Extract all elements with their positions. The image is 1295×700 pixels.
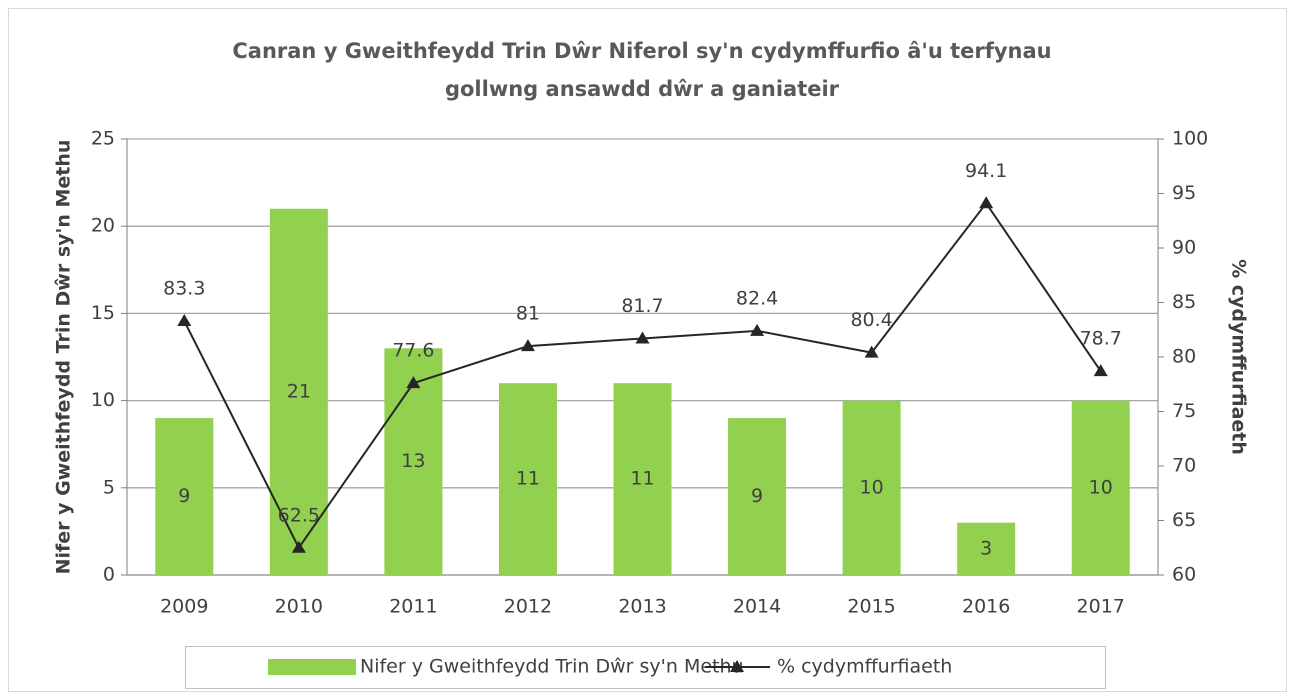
legend-label: % cydymffurfiaeth xyxy=(777,656,952,678)
y-tick-label: 20 xyxy=(91,215,115,237)
marker xyxy=(1093,364,1108,377)
chart-title: gollwng ansawdd dŵr a ganiateir xyxy=(445,77,840,101)
point-value-label: 82.4 xyxy=(736,287,778,309)
x-tick-label: 2009 xyxy=(160,596,208,618)
y-tick-label: 15 xyxy=(91,302,115,324)
x-tick-label: 2015 xyxy=(847,596,895,618)
x-tick-label: 2012 xyxy=(504,596,552,618)
x-tick-label: 2014 xyxy=(733,596,781,618)
y2-tick-label: 90 xyxy=(1172,237,1196,259)
marker xyxy=(520,339,535,352)
bar xyxy=(957,522,1016,575)
bar-value-label: 10 xyxy=(1089,476,1113,498)
y2-tick-label: 85 xyxy=(1172,291,1196,313)
y2-tick-label: 80 xyxy=(1172,346,1196,368)
bar xyxy=(613,383,672,575)
y-tick-label: 0 xyxy=(103,564,115,586)
y2-tick-label: 65 xyxy=(1172,509,1196,531)
x-tick-label: 2010 xyxy=(275,596,323,618)
y2-tick-label: 100 xyxy=(1172,128,1208,150)
point-value-label: 81 xyxy=(516,303,540,325)
y-axis-label: Nifer y Gweithfeydd Trin Dŵr sy'n Methu xyxy=(53,140,75,575)
y-tick-label: 10 xyxy=(91,389,115,411)
legend-box xyxy=(185,646,1106,689)
legend-marker xyxy=(730,660,744,672)
x-tick-label: 2017 xyxy=(1077,596,1125,618)
legend-label: Nifer y Gweithfeydd Trin Dŵr sy'n Methu xyxy=(360,656,744,678)
marker xyxy=(406,376,421,389)
chart-border xyxy=(8,8,1287,692)
bar xyxy=(155,418,214,575)
marker xyxy=(291,540,306,553)
bar-value-label: 9 xyxy=(178,485,190,507)
y2-tick-label: 60 xyxy=(1172,564,1196,586)
marker xyxy=(750,323,765,336)
bar xyxy=(269,208,328,575)
marker xyxy=(979,196,994,209)
marker xyxy=(177,314,192,327)
point-value-label: 83.3 xyxy=(163,278,205,300)
marker xyxy=(635,331,650,344)
x-tick-label: 2011 xyxy=(389,596,437,618)
point-value-label: 77.6 xyxy=(392,340,434,362)
bar-value-label: 3 xyxy=(980,537,992,559)
y2-tick-label: 70 xyxy=(1172,455,1196,477)
legend-swatch xyxy=(268,659,356,675)
point-value-label: 62.5 xyxy=(278,504,320,526)
y2-axis-label: % cydymffurfiaeth xyxy=(1228,259,1250,455)
x-tick-label: 2013 xyxy=(618,596,666,618)
bar-value-label: 9 xyxy=(751,485,763,507)
y2-tick-label: 95 xyxy=(1172,182,1196,204)
bar xyxy=(728,418,787,575)
bar xyxy=(1071,400,1130,575)
bar-value-label: 11 xyxy=(630,468,654,490)
point-value-label: 80.4 xyxy=(850,309,892,331)
x-tick-label: 2016 xyxy=(962,596,1010,618)
y2-tick-label: 75 xyxy=(1172,400,1196,422)
bar-value-label: 11 xyxy=(516,468,540,490)
chart-title: Canran y Gweithfeydd Trin Dŵr Niferol sy… xyxy=(232,39,1051,63)
point-value-label: 78.7 xyxy=(1080,328,1122,350)
y-tick-label: 25 xyxy=(91,128,115,150)
bar xyxy=(498,383,557,575)
bar xyxy=(842,400,901,575)
bar-value-label: 21 xyxy=(287,380,311,402)
marker xyxy=(864,345,879,358)
bar-value-label: 13 xyxy=(401,450,425,472)
point-value-label: 81.7 xyxy=(621,295,663,317)
point-value-label: 94.1 xyxy=(965,160,1007,182)
bar-value-label: 10 xyxy=(860,476,884,498)
y-tick-label: 5 xyxy=(103,476,115,498)
